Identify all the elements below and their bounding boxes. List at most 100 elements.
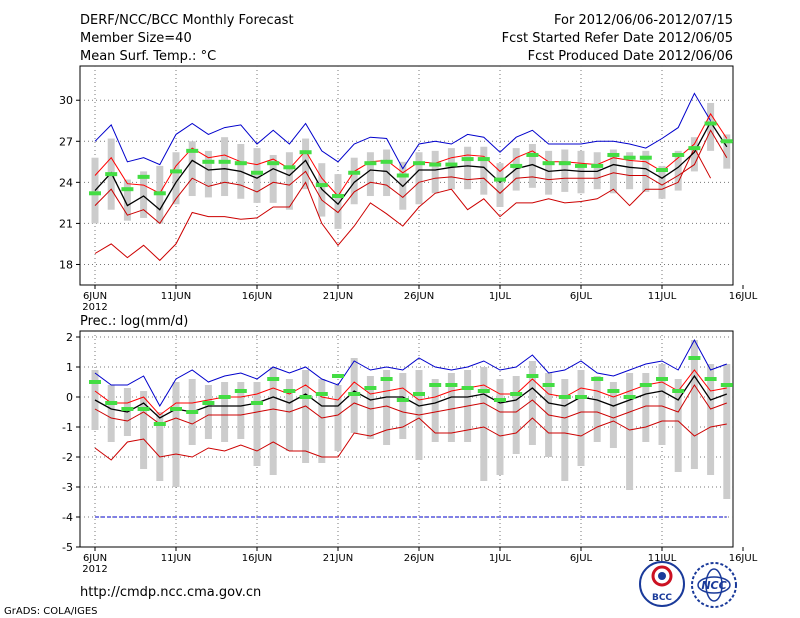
- prec-ytick-label: -1: [62, 421, 73, 434]
- temp-ytick-label: 21: [59, 217, 73, 230]
- temp-panel-frame: [79, 65, 734, 286]
- prec-ytick-label: -3: [62, 481, 73, 494]
- prec-spread-bar: [431, 379, 439, 442]
- prec-mark: [494, 398, 506, 402]
- temp-spread-bar: [642, 150, 650, 192]
- temp-xtick-label: 16JUN: [242, 291, 272, 302]
- prec-mark: [477, 389, 490, 393]
- temp-ytick-label: 30: [59, 94, 73, 107]
- prec-mark: [267, 377, 280, 381]
- prec-spread-bar: [269, 367, 277, 475]
- prec-spread-bar: [302, 370, 310, 463]
- temp-spread-bar: [140, 171, 148, 218]
- temp-mark: [251, 170, 263, 175]
- temp-mark: [89, 191, 101, 196]
- member-size: Member Size=40: [80, 31, 192, 46]
- temp-mark: [348, 170, 361, 175]
- prec-mark: [558, 395, 571, 399]
- temp-spread-bar: [172, 152, 180, 205]
- temp-max-line: [94, 92, 712, 170]
- prec-xtick-label: 1JUL: [489, 553, 512, 564]
- temp-spread-bar: [285, 152, 293, 210]
- prec-mark: [234, 389, 247, 393]
- prec-ytick-label: -4: [62, 511, 73, 524]
- temp-mark: [672, 152, 685, 157]
- temp-mark: [656, 168, 668, 173]
- source-url: http://cmdp.ncc.cma.gov.cn: [80, 585, 261, 600]
- temp-mark: [396, 173, 409, 178]
- temp-spread-bar: [123, 179, 131, 221]
- temp-spread-bar: [464, 146, 472, 190]
- temp-spread-bar: [674, 150, 682, 191]
- temp-ytick-label: 27: [59, 135, 73, 148]
- prec-spread-bar: [383, 370, 391, 445]
- temp-spread-bar: [480, 146, 488, 195]
- prec-spread-bar: [480, 367, 488, 481]
- temp-ytick-label: 18: [59, 258, 73, 271]
- temp-mark: [558, 161, 571, 166]
- forecast-period: For 2012/06/06-2012/07/15: [554, 13, 733, 28]
- temp-chart: 18 21 24 27 30 6JUN 11JUN 16JUN 21JUN 26JUN 1JUL 6J…: [59, 66, 758, 313]
- prec-spread-bar: [318, 379, 326, 463]
- temp-mark: [380, 159, 393, 164]
- prec-mark: [704, 377, 717, 381]
- prec-ytick-label: 1: [66, 361, 73, 374]
- prec-mark: [396, 398, 409, 402]
- prec-mark: [251, 401, 263, 405]
- prec-ytick-label: -5: [62, 541, 73, 554]
- temp-mark: [267, 161, 280, 166]
- prec-mark: [380, 377, 393, 381]
- temp-mark: [429, 162, 442, 167]
- prec-mark: [607, 389, 620, 393]
- prec-xtick-label: 6JUL: [570, 553, 593, 564]
- temp-spread-bar: [528, 144, 536, 188]
- temp-mark: [121, 187, 134, 192]
- temp-xtick-label: 11JUN: [161, 291, 191, 302]
- temp-mark: [364, 161, 377, 166]
- prec-spread-bar: [140, 391, 148, 469]
- prec-spread-bar: [642, 373, 650, 442]
- bcc-logo: BCC: [639, 561, 685, 607]
- temp-spread-bar: [415, 152, 423, 205]
- temp-spread-bar: [350, 157, 358, 205]
- prec-mark: [575, 395, 587, 399]
- temp-mark: [704, 121, 717, 126]
- temp-spread-bar: [188, 141, 196, 197]
- temp-spread-bar: [658, 165, 666, 199]
- prec-mark: [332, 374, 344, 378]
- ncc-logo: NCC: [691, 562, 737, 608]
- prec-xtick-label: 21JUN: [323, 553, 353, 564]
- prec-ytick-label: 0: [66, 391, 73, 404]
- prec-spread-bar: [447, 373, 455, 442]
- prec-mean-line: [94, 374, 728, 419]
- prec-spread-bar: [366, 376, 374, 439]
- prec-panel-frame: [79, 330, 734, 548]
- temp-spread-bar: [626, 152, 634, 190]
- prec-mark: [623, 395, 636, 399]
- prec-mark: [461, 386, 474, 390]
- prec-spread-bar: [156, 412, 164, 481]
- temp-mark: [461, 157, 474, 162]
- temp-spread-bar: [561, 149, 569, 192]
- temp-spread-bar: [577, 150, 585, 194]
- prec-spread-bar: [334, 385, 342, 451]
- temp-spread-bar: [545, 150, 553, 195]
- prec-mark: [542, 383, 555, 387]
- prec-xtick-label: 26JUN: [404, 553, 434, 564]
- temp-mark: [105, 172, 118, 177]
- temp-mark: [720, 139, 733, 144]
- temp-year-label: 2012: [82, 302, 107, 313]
- prec-spread-bar: [512, 376, 520, 454]
- temp-mark: [639, 155, 652, 160]
- prec-mark: [299, 395, 312, 399]
- figure-title: DERF/NCC/BCC Monthly Forecast: [80, 13, 294, 28]
- prec-year-label: 2012: [82, 564, 107, 575]
- prec-mark: [591, 377, 604, 381]
- prec-mark: [688, 356, 701, 360]
- prec-lower-line: [94, 384, 727, 425]
- prec-spread-bar: [285, 379, 293, 451]
- prec-spread-bar: [496, 379, 504, 475]
- prec-mark: [315, 392, 328, 396]
- temp-mark: [510, 163, 523, 168]
